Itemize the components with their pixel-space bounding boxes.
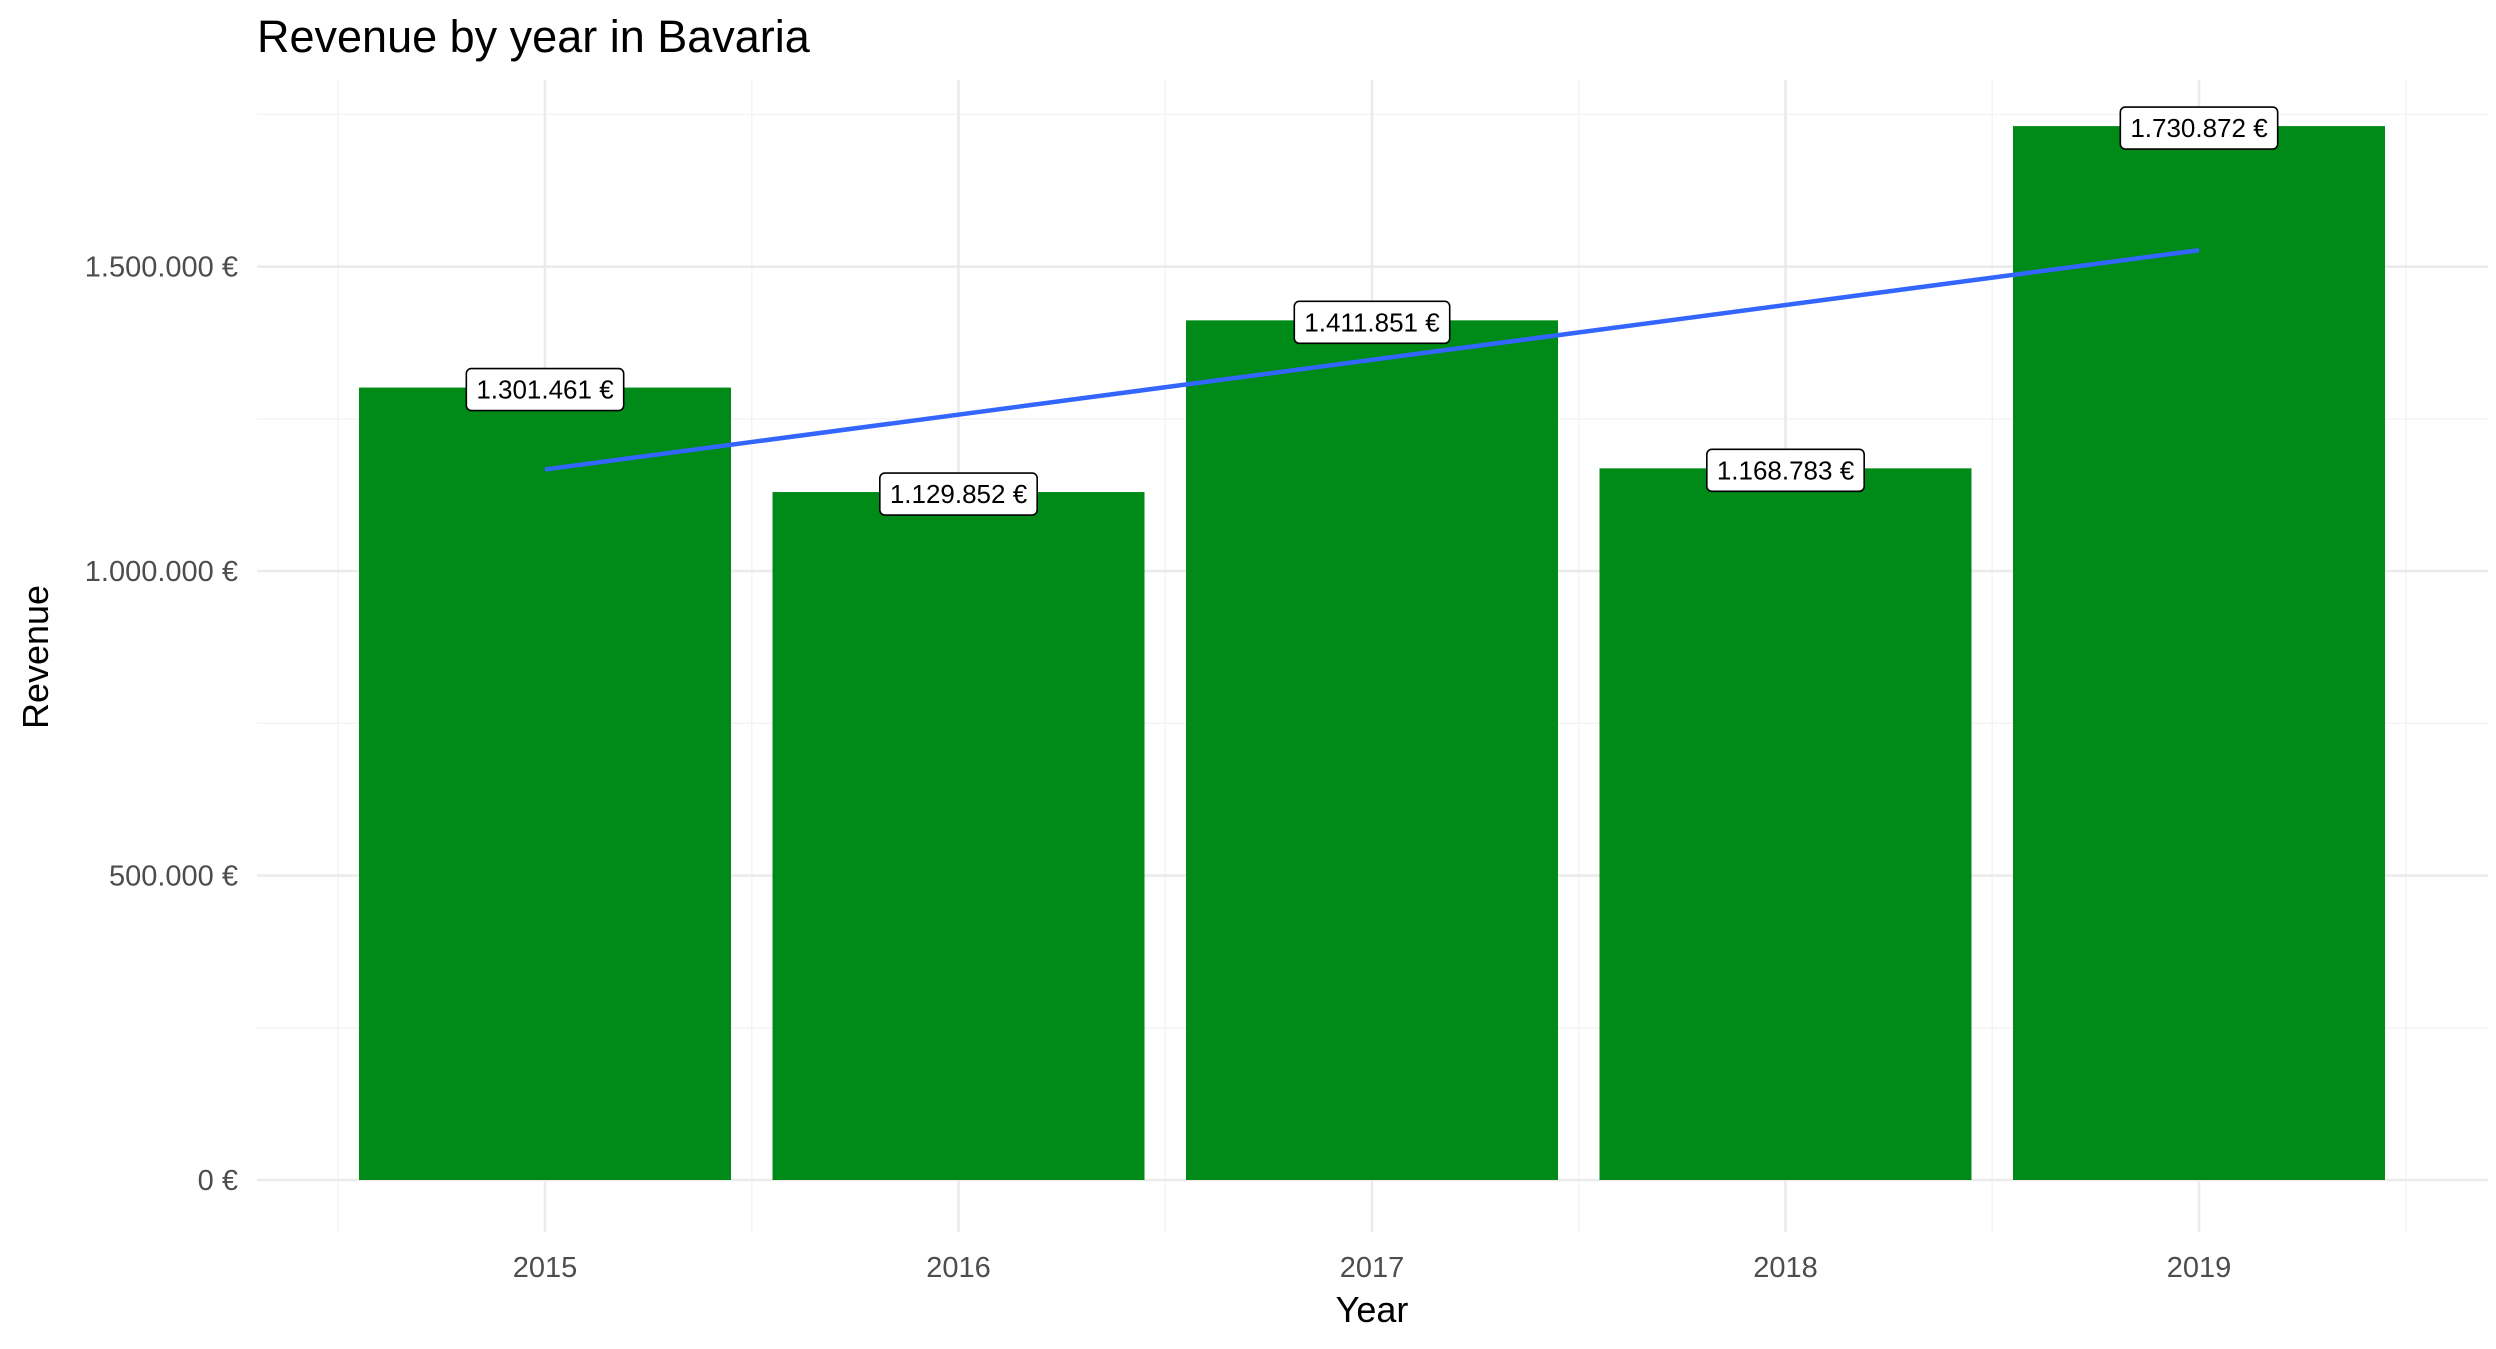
bar-2016 — [772, 492, 1145, 1181]
bar-2018 — [1599, 468, 1972, 1180]
data-label-2019: 1.730.872 € — [2119, 106, 2279, 150]
data-label-2018: 1.168.783 € — [1706, 448, 1865, 493]
y-tick-label: 500.000 € — [109, 861, 238, 893]
data-label-box — [1706, 448, 1865, 493]
data-label-2016: 1.129.852 € — [879, 472, 1038, 516]
data-label-box — [879, 472, 1038, 516]
trend-line — [544, 247, 2200, 472]
y-tick-label: 1.000.000 € — [85, 556, 238, 588]
data-label-2015: 1.301.461 € — [465, 367, 625, 412]
data-label-box — [465, 367, 625, 412]
data-label-text: 1.301.461 € — [476, 375, 614, 405]
x-tick-label: 2015 — [513, 1252, 578, 1284]
x-axis-ticks: 2015 2016 2017 2018 2019 — [513, 1252, 2232, 1284]
bar-2017 — [1186, 320, 1558, 1180]
trend-line-group — [544, 247, 2200, 472]
data-label-box — [1293, 300, 1451, 345]
data-label-text: 1.411.851 € — [1304, 307, 1440, 337]
y-tick-label: 1.500.000 € — [85, 252, 238, 284]
data-label-text: 1.129.852 € — [890, 479, 1028, 509]
y-axis-ticks: 0 € 500.000 € 1.000.000 € 1.500.000 € — [85, 252, 238, 1197]
data-labels: 1.301.461 € 1.129.852 € 1.411.851 € 1.168.7… — [465, 106, 2279, 516]
bar-2019 — [2013, 126, 2385, 1180]
data-label-text: 1.168.783 € — [1717, 455, 1855, 485]
bars — [359, 126, 2385, 1181]
data-label-box — [2119, 106, 2279, 150]
y-axis-title: Revenue — [15, 585, 56, 729]
chart-title: Revenue by year in Bavaria — [257, 11, 811, 62]
x-axis-title: Year — [1336, 1289, 1409, 1330]
x-tick-label: 2016 — [926, 1252, 991, 1284]
x-tick-label: 2019 — [2167, 1252, 2232, 1284]
data-label-text: 1.730.872 € — [2130, 113, 2268, 143]
x-tick-label: 2018 — [1753, 1252, 1818, 1284]
x-tick-label: 2017 — [1340, 1252, 1405, 1284]
y-tick-label: 0 € — [198, 1165, 238, 1197]
data-label-2017: 1.411.851 € — [1293, 300, 1451, 345]
bar-2015 — [359, 387, 731, 1180]
